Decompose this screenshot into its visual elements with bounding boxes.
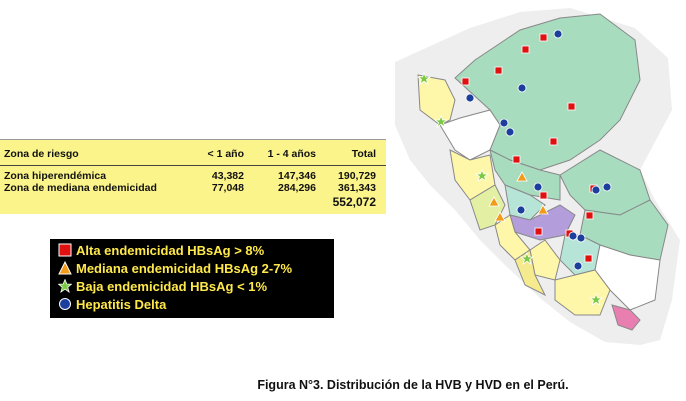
row-total: 190,729 — [338, 170, 376, 182]
row-1-4: 147,346 — [278, 170, 316, 182]
hepatitis-delta-marker — [465, 93, 475, 103]
alta-endemicidad-marker — [584, 254, 593, 263]
figure-caption: Figura N°3. Distribución de la HVB y HVD… — [0, 378, 686, 392]
alta-endemicidad-marker — [461, 77, 470, 86]
red-square-icon — [58, 243, 72, 257]
alta-endemicidad-marker — [567, 102, 576, 111]
hepatitis-delta-marker — [602, 182, 612, 192]
region-ica — [514, 249, 547, 297]
legend-label: Baja endemicidad HBsAg < 1% — [76, 279, 268, 294]
orange-triangle-icon — [58, 261, 72, 275]
hepatitis-delta-marker — [516, 205, 526, 215]
legend-label: Mediana endemicidad HBsAg 2-7% — [76, 261, 292, 276]
region-huanuco — [504, 184, 546, 221]
peru-map — [395, 8, 680, 345]
alta-endemicidad-marker — [494, 66, 503, 75]
legend-item-low: Baja endemicidad HBsAg < 1% — [58, 279, 267, 295]
table-row: Zona de mediana endemicidad 77,048 284,2… — [0, 182, 386, 195]
row-total: 361,343 — [338, 182, 376, 194]
baja-endemicidad-marker — [416, 71, 432, 86]
alta-endemicidad-marker — [534, 227, 543, 236]
mediana-endemicidad-marker — [537, 204, 549, 215]
hepatitis-delta-marker — [533, 182, 543, 192]
legend-item-delta: Hepatitis Delta — [58, 297, 166, 313]
header-total: Total — [351, 148, 376, 160]
table-row: Zona hiperendémica 43,382 147,346 190,72… — [0, 170, 386, 183]
row-1-4: 284,296 — [278, 182, 316, 194]
row-under1: 43,382 — [211, 170, 244, 182]
alta-endemicidad-marker — [521, 45, 530, 54]
green-star-icon — [58, 279, 72, 293]
header-zone: Zona de riesgo — [4, 148, 79, 160]
mediana-endemicidad-marker — [516, 171, 528, 182]
legend-label: Hepatitis Delta — [76, 297, 167, 312]
hepatitis-delta-marker — [517, 83, 527, 93]
table-divider — [0, 165, 386, 166]
region-moquegua — [611, 304, 641, 331]
region-cajamarca — [439, 109, 501, 161]
hepatitis-delta-marker — [568, 231, 578, 241]
region-arequipa — [554, 269, 611, 316]
legend-label: Alta endemicidad HBsAg > 8% — [76, 243, 265, 258]
map-legend: Alta endemicidad HBsAg > 8% Mediana ende… — [50, 239, 334, 318]
region-tumbes-piura — [417, 74, 456, 126]
hepatitis-delta-marker — [573, 261, 583, 271]
baja-endemicidad-marker — [519, 251, 535, 266]
header-1-4: 1 - 4 años — [267, 148, 316, 160]
blue-circle-icon — [59, 298, 71, 310]
row-zone: Zona de mediana endemicidad — [4, 182, 157, 194]
hepatitis-delta-marker — [591, 185, 601, 195]
baja-endemicidad-marker — [474, 168, 490, 183]
alta-endemicidad-marker — [539, 33, 548, 42]
mediana-endemicidad-marker — [494, 211, 506, 222]
hepatitis-delta-marker — [553, 29, 563, 39]
map-markers — [416, 29, 612, 307]
header-under1: < 1 año — [207, 148, 244, 160]
legend-item-medium: Mediana endemicidad HBsAg 2-7% — [58, 261, 292, 277]
baja-endemicidad-marker — [588, 292, 604, 307]
alta-endemicidad-marker — [549, 137, 558, 146]
hepatitis-delta-marker — [499, 118, 509, 128]
alta-endemicidad-marker — [512, 155, 521, 164]
baja-endemicidad-marker — [433, 114, 449, 129]
mediana-endemicidad-marker — [488, 196, 500, 207]
caption-text: Figura N°3. Distribución de la HVB y HVD… — [257, 378, 569, 392]
hepatitis-delta-marker — [576, 233, 586, 243]
row-zone: Zona hiperendémica — [4, 170, 107, 182]
grand-total: 552,072 — [332, 195, 376, 209]
region-junin — [509, 204, 576, 241]
legend-item-high: Alta endemicidad HBsAg > 8% — [58, 243, 264, 259]
hepatitis-delta-marker — [505, 127, 515, 137]
risk-zone-table: Zona de riesgo < 1 año 1 - 4 años Total … — [0, 139, 386, 214]
alta-endemicidad-marker — [539, 191, 548, 200]
table-header-row: Zona de riesgo < 1 año 1 - 4 años Total — [0, 148, 386, 161]
alta-endemicidad-marker — [585, 211, 594, 220]
row-under1: 77,048 — [211, 182, 244, 194]
peru-regions — [417, 13, 669, 331]
